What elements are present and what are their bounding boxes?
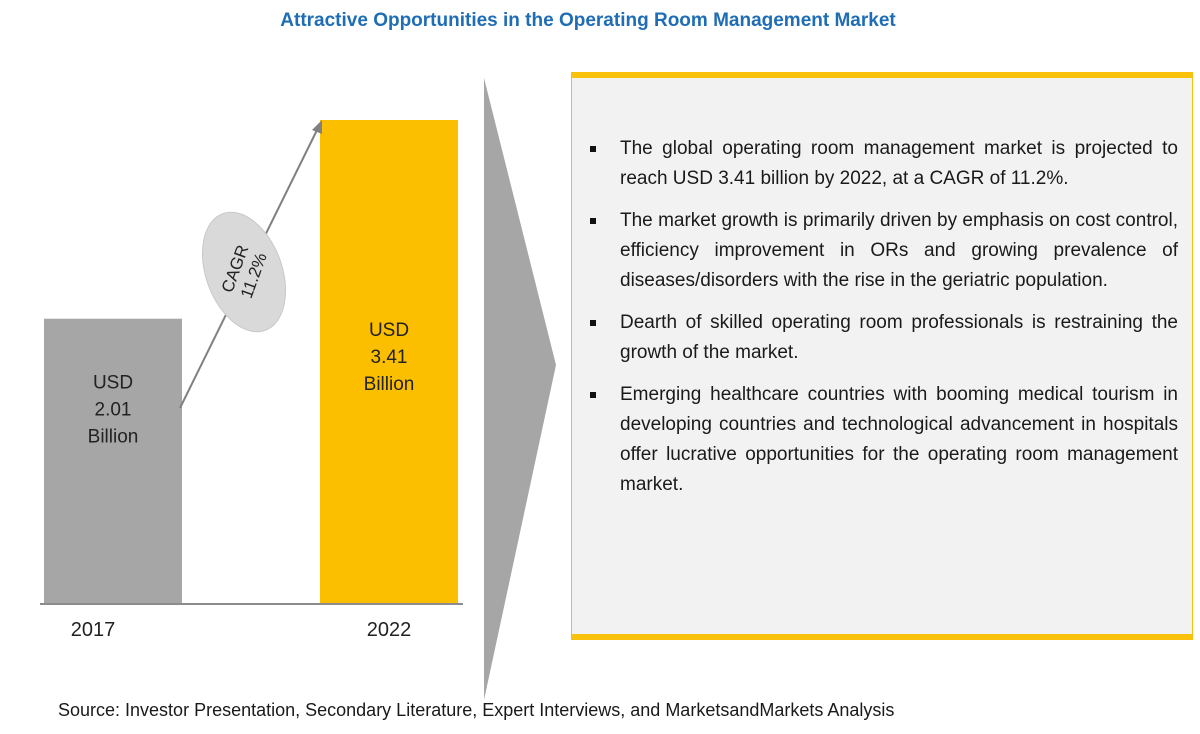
bullet-text: Dearth of skilled operating room profess… xyxy=(620,312,1178,363)
highlights-panel: The global operating room management mar… xyxy=(571,72,1193,640)
bar-2022 xyxy=(320,120,458,604)
chevron-arrow xyxy=(484,78,556,700)
bar-value-label: 3.41 xyxy=(371,347,408,368)
source-note: Source: Investor Presentation, Secondary… xyxy=(58,700,895,720)
bullet-icon xyxy=(590,218,596,224)
bar-value-label: USD xyxy=(369,320,409,341)
bullet-icon xyxy=(590,320,596,326)
bullet-icon xyxy=(590,146,596,152)
bar-2017 xyxy=(44,318,182,604)
bullet-text: The global operating room management mar… xyxy=(620,138,1178,189)
bar-value-label: Billion xyxy=(364,374,415,395)
x-tick-label: 2022 xyxy=(367,619,412,641)
bullet-item: Emerging healthcare countries with boomi… xyxy=(590,380,1178,500)
bullet-item: Dearth of skilled operating room profess… xyxy=(590,308,1178,368)
bullet-item: The market growth is primarily driven by… xyxy=(590,206,1178,296)
growth-arrow-head xyxy=(312,120,322,134)
page-title: Attractive Opportunities in the Operatin… xyxy=(280,10,896,31)
bullet-text: The market growth is primarily driven by… xyxy=(620,210,1178,291)
x-tick-label: 2017 xyxy=(71,619,116,641)
bullet-text: Emerging healthcare countries with boomi… xyxy=(620,384,1178,495)
bullet-icon xyxy=(590,392,596,398)
bar-value-label: Billion xyxy=(88,427,139,448)
cagr-ellipse xyxy=(201,211,287,333)
bar-value-label: 2.01 xyxy=(95,400,132,421)
bullet-item: The global operating room management mar… xyxy=(590,134,1178,194)
bar-value-label: USD xyxy=(93,373,133,394)
